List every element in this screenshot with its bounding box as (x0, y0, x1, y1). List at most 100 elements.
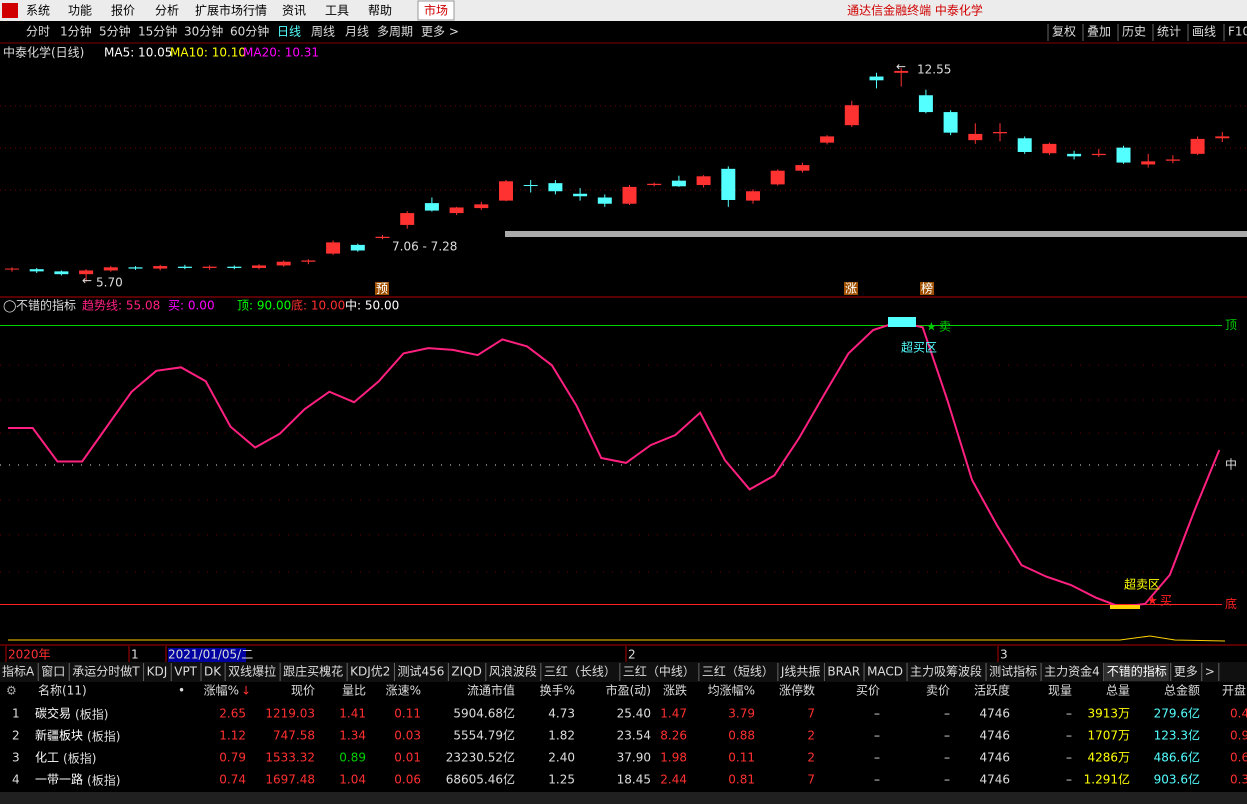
toolbar-button[interactable]: 复权 (1052, 25, 1076, 39)
cell: 1.12 (219, 729, 246, 743)
cell: – (874, 751, 880, 765)
timeline-label: 2021/01/05/二 (168, 648, 253, 662)
period-button[interactable]: 分时 (26, 25, 50, 39)
cell: 1219.03 (265, 707, 315, 721)
candle-body (647, 183, 662, 186)
tab[interactable]: DK (204, 665, 222, 679)
tab[interactable]: 风浪波段 (489, 664, 537, 679)
menu-item[interactable]: 工具 (325, 4, 349, 18)
candle-body (573, 193, 588, 197)
tab[interactable]: KDJ (147, 665, 168, 679)
period-button[interactable]: 60分钟 (230, 24, 269, 39)
candle-body (795, 165, 810, 171)
tab[interactable]: 跟庄买槐花 (283, 664, 343, 679)
column-header: 均涨幅% (708, 683, 755, 698)
cell: 0.74 (219, 773, 246, 787)
candle-body (671, 180, 686, 187)
menu-item[interactable]: 资讯 (282, 4, 306, 18)
candle-body (474, 204, 489, 209)
candle-body (820, 136, 835, 143)
tab[interactable]: MACD (867, 665, 903, 679)
period-button[interactable]: 30分钟 (184, 24, 223, 39)
toolbar-button[interactable]: 画线 (1192, 25, 1216, 39)
cell: 4746 (979, 773, 1010, 787)
period-button[interactable]: 日线 (277, 25, 301, 39)
row-tag: (板指) (87, 773, 120, 788)
candle-body (449, 207, 464, 214)
oversold-label: 超卖区 (1124, 577, 1160, 592)
menu-item[interactable]: 扩展市场行情 (195, 3, 267, 18)
cell: – (1066, 751, 1072, 765)
tab[interactable]: J线共振 (780, 665, 821, 679)
candle-body (29, 269, 44, 272)
row-name: 化工 (35, 751, 59, 765)
tab[interactable]: 三红（短线） (702, 664, 774, 679)
marker-box (844, 282, 858, 295)
timeline-label: 1 (131, 648, 139, 662)
candle-body (276, 261, 291, 266)
tab[interactable]: 测试456 (397, 664, 444, 679)
timeline-label: 2020年 (8, 648, 51, 662)
tab[interactable]: 三红（中线） (623, 664, 695, 679)
period-button[interactable]: 1分钟 (60, 24, 92, 39)
menu-item[interactable]: 帮助 (368, 4, 392, 18)
ma-label: MA10: 10.10 (170, 46, 246, 60)
candle-body (128, 267, 143, 269)
cell: 2.44 (660, 773, 687, 787)
tab[interactable]: 不错的指标 (1107, 664, 1167, 679)
toolbar-button[interactable]: 统计 (1157, 25, 1181, 39)
tab[interactable]: 窗口 (41, 665, 65, 679)
candle-body (844, 105, 859, 126)
tab[interactable]: ZIQD (451, 665, 481, 679)
period-button[interactable]: 15分钟 (138, 24, 177, 39)
period-button[interactable]: 5分钟 (99, 24, 131, 39)
menu-item[interactable]: 分析 (155, 4, 179, 18)
gray-bar (505, 231, 1247, 237)
menu-item[interactable]: 报价 (111, 3, 135, 18)
marker-label: 榜 (921, 281, 933, 296)
candle-body (54, 271, 69, 275)
period-button[interactable]: 更多 > (421, 25, 459, 39)
cell: 1.04 (339, 773, 366, 787)
candle-body (597, 197, 612, 204)
tab[interactable]: 指标A (2, 664, 35, 679)
period-button[interactable]: 月线 (345, 25, 369, 39)
tab[interactable]: KDJ优2 (350, 665, 390, 679)
tab[interactable]: 主力资金4 (1044, 664, 1100, 679)
candle-body (400, 213, 415, 225)
menu-item[interactable]: 市场 (424, 3, 448, 18)
column-header: 总量 (1106, 684, 1130, 698)
menu-item[interactable]: 系统 (26, 4, 50, 18)
candle-body (350, 244, 365, 251)
indicator-title: 不错的指标 (16, 298, 76, 313)
toolbar-button[interactable]: F10 (1228, 25, 1247, 39)
tab[interactable]: > (1205, 665, 1215, 679)
toolbar-button[interactable]: 历史 (1122, 25, 1146, 39)
toolbar-button[interactable]: 叠加 (1087, 25, 1111, 39)
period-button[interactable]: 周线 (311, 25, 335, 39)
period-button[interactable]: 多周期 (377, 25, 413, 39)
legend-entry: 顶: 90.00 (237, 299, 291, 313)
marker-box (375, 282, 389, 295)
cell: 18.45 (617, 773, 651, 787)
candle-body (918, 95, 933, 113)
cell: 1533.32 (265, 751, 315, 765)
candle-body (869, 76, 884, 81)
column-header: 市盈(动) (606, 683, 651, 698)
cell: 1.41 (339, 707, 366, 721)
menu-item[interactable]: 功能 (68, 4, 92, 18)
tab[interactable]: 更多 (1174, 665, 1198, 679)
tab[interactable]: 三红（长线） (544, 664, 616, 679)
row-index: 3 (12, 751, 20, 765)
sell-label: 卖 (939, 320, 951, 334)
cell: 4746 (979, 729, 1010, 743)
tab[interactable]: VPT (174, 665, 197, 679)
tab[interactable]: 主力吸筹波段 (910, 664, 982, 679)
cell: – (944, 773, 950, 787)
candle-body (523, 185, 538, 187)
tab[interactable]: 承运分时做T (72, 664, 140, 679)
tab[interactable]: 测试指标 (989, 664, 1037, 679)
candle-body (721, 168, 736, 200)
tab[interactable]: BRAR (827, 665, 860, 679)
tab[interactable]: 双线爆拉 (228, 664, 276, 679)
